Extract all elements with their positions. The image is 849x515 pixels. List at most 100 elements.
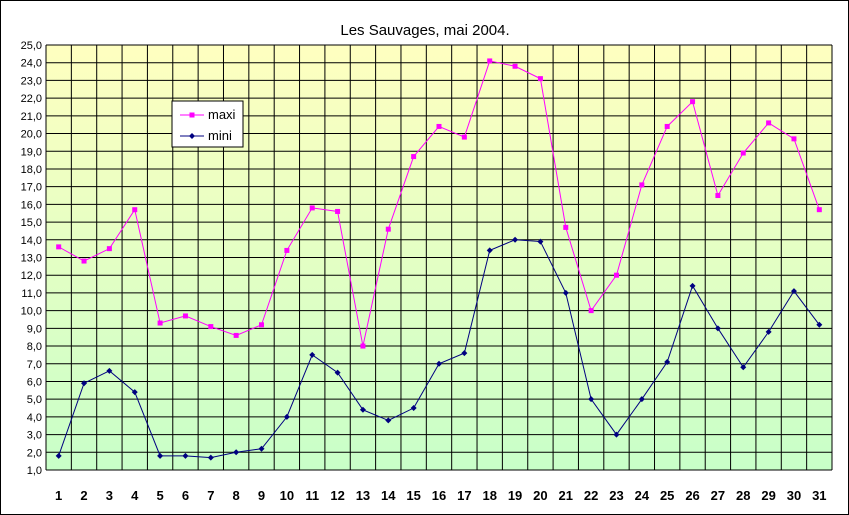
data-point-mini bbox=[309, 351, 316, 358]
x-tick-label: 24 bbox=[635, 488, 650, 503]
data-point-maxi bbox=[639, 182, 645, 188]
data-point-mini bbox=[790, 288, 797, 295]
y-tick-label: 19,0 bbox=[21, 146, 42, 158]
legend-item-maxi: maxi bbox=[180, 107, 236, 122]
data-point-mini bbox=[664, 358, 671, 365]
data-point-mini bbox=[106, 367, 113, 374]
data-point-maxi bbox=[81, 258, 87, 264]
y-tick-label: 13,0 bbox=[21, 253, 42, 265]
x-tick-label: 19 bbox=[508, 488, 522, 503]
legend-label: maxi bbox=[208, 107, 236, 122]
data-point-maxi bbox=[816, 207, 822, 213]
data-point-mini bbox=[816, 321, 823, 328]
x-tick-label: 10 bbox=[280, 488, 294, 503]
data-point-maxi bbox=[563, 224, 569, 230]
x-tick-label: 17 bbox=[457, 488, 471, 503]
data-point-maxi bbox=[791, 136, 797, 142]
x-tick-label: 9 bbox=[258, 488, 265, 503]
y-tick-label: 3,0 bbox=[27, 430, 42, 442]
data-point-mini bbox=[334, 369, 341, 376]
data-point-maxi bbox=[259, 322, 265, 328]
chart-title: Les Sauvages, mai 2004. bbox=[340, 22, 509, 39]
data-point-maxi bbox=[461, 134, 467, 140]
x-tick-label: 5 bbox=[156, 488, 163, 503]
x-tick-label: 25 bbox=[660, 488, 674, 503]
y-tick-label: 15,0 bbox=[21, 217, 42, 229]
data-point-mini bbox=[81, 380, 88, 387]
data-point-maxi bbox=[411, 154, 417, 160]
x-tick-label: 20 bbox=[533, 488, 547, 503]
y-tick-label: 6,0 bbox=[27, 376, 42, 388]
data-point-mini bbox=[714, 325, 721, 332]
data-point-mini bbox=[461, 350, 468, 357]
y-tick-label: 21,0 bbox=[21, 111, 42, 123]
x-tick-label: 14 bbox=[381, 488, 396, 503]
x-tick-label: 1 bbox=[55, 488, 62, 503]
data-point-mini bbox=[486, 247, 493, 254]
data-point-mini bbox=[182, 452, 189, 459]
data-point-mini bbox=[436, 360, 442, 367]
x-tick-label: 7 bbox=[207, 488, 214, 503]
data-point-maxi bbox=[132, 207, 138, 213]
data-point-maxi bbox=[56, 244, 62, 250]
data-point-maxi bbox=[182, 313, 188, 319]
x-tick-label: 4 bbox=[131, 488, 139, 503]
x-tick-label: 31 bbox=[812, 488, 826, 503]
y-tick-label: 18,0 bbox=[21, 164, 42, 176]
y-tick-label: 9,0 bbox=[27, 323, 42, 335]
data-point-mini bbox=[537, 238, 544, 245]
data-point-maxi bbox=[512, 63, 518, 69]
data-point-mini bbox=[189, 133, 195, 139]
data-point-mini bbox=[385, 417, 392, 424]
data-point-maxi bbox=[309, 205, 315, 211]
x-tick-label: 13 bbox=[356, 488, 370, 503]
data-point-maxi bbox=[487, 58, 493, 64]
data-point-mini bbox=[588, 396, 595, 403]
legend: maxi mini bbox=[171, 100, 244, 148]
data-point-mini bbox=[283, 413, 290, 420]
series-group bbox=[55, 58, 823, 461]
x-tick-label: 30 bbox=[787, 488, 801, 503]
data-point-mini bbox=[638, 396, 645, 403]
y-axis-ticks: 1,0 2,0 3,0 4,0 5,0 6,0 7,0 8,0 9,0 10,0 11,0 12,0 1… bbox=[21, 40, 42, 477]
x-tick-label: 6 bbox=[182, 488, 189, 503]
data-point-maxi bbox=[613, 272, 619, 278]
x-tick-label: 21 bbox=[559, 488, 573, 503]
y-tick-label: 7,0 bbox=[27, 359, 42, 371]
x-tick-label: 3 bbox=[106, 488, 113, 503]
data-point-mini bbox=[410, 405, 417, 412]
data-point-maxi bbox=[664, 123, 670, 129]
data-point-mini bbox=[131, 389, 138, 396]
y-tick-label: 11,0 bbox=[21, 288, 42, 300]
data-point-maxi bbox=[208, 324, 214, 330]
x-tick-label: 2 bbox=[80, 488, 87, 503]
y-tick-label: 8,0 bbox=[27, 341, 42, 353]
data-point-maxi bbox=[537, 76, 543, 82]
data-point-maxi bbox=[766, 120, 772, 126]
x-tick-label: 12 bbox=[330, 488, 344, 503]
y-tick-label: 14,0 bbox=[21, 235, 42, 247]
data-point-maxi bbox=[335, 208, 341, 214]
y-tick-label: 10,0 bbox=[21, 306, 42, 318]
data-point-maxi bbox=[588, 308, 594, 314]
x-tick-label: 28 bbox=[736, 488, 750, 503]
series-mini bbox=[55, 236, 823, 461]
y-tick-label: 20,0 bbox=[21, 129, 42, 141]
data-point-mini bbox=[233, 449, 240, 456]
data-point-maxi bbox=[189, 112, 195, 118]
y-tick-label: 1,0 bbox=[27, 465, 42, 477]
y-tick-label: 23,0 bbox=[21, 75, 42, 87]
y-tick-label: 22,0 bbox=[21, 93, 42, 105]
data-point-maxi bbox=[690, 99, 696, 105]
data-point-mini bbox=[207, 454, 214, 461]
data-point-mini bbox=[765, 328, 772, 335]
x-tick-label: 23 bbox=[609, 488, 623, 503]
data-point-mini bbox=[613, 431, 620, 438]
x-tick-label: 18 bbox=[482, 488, 496, 503]
data-point-maxi bbox=[385, 226, 391, 232]
data-point-mini bbox=[359, 406, 366, 413]
x-tick-label: 27 bbox=[711, 488, 725, 503]
data-point-maxi bbox=[740, 150, 746, 156]
data-point-mini bbox=[512, 236, 519, 243]
